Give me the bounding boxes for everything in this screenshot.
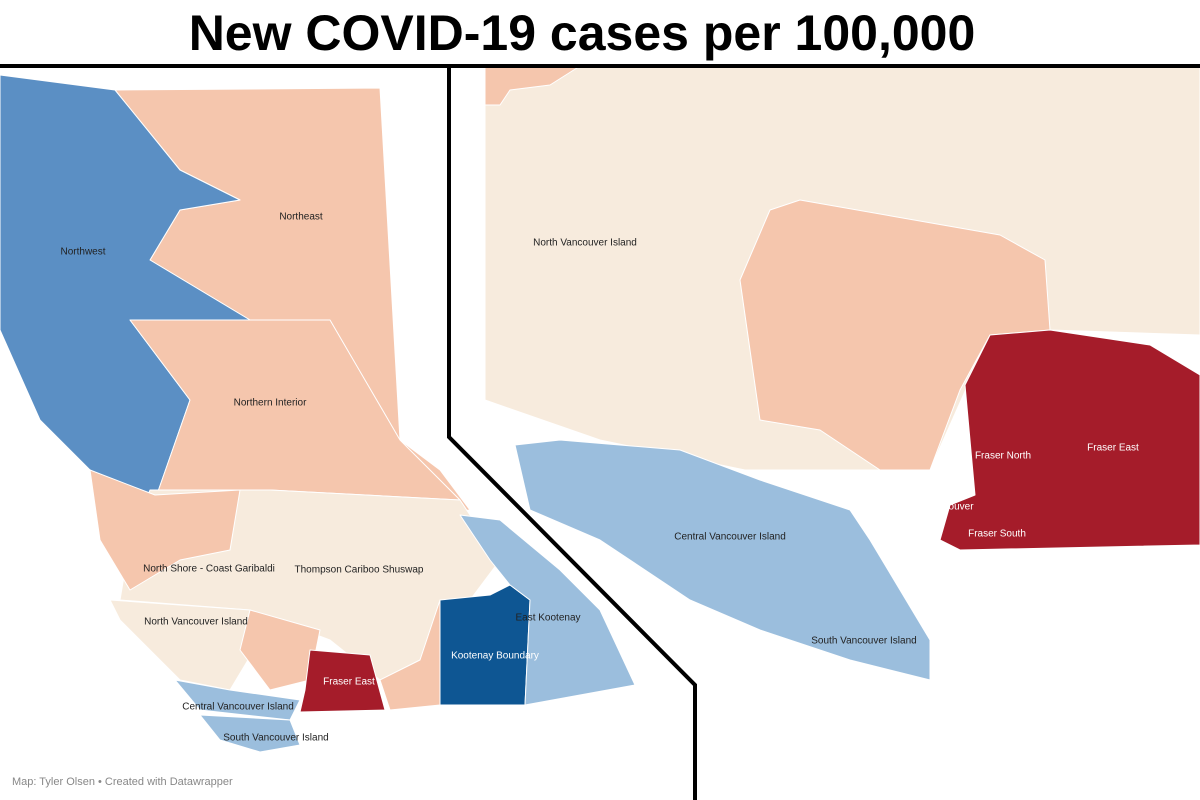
region	[239, 609, 321, 691]
region	[89, 469, 241, 591]
region-label: Vancouver	[926, 502, 974, 513]
region-label: North Shore - Coast Garibaldi	[143, 564, 275, 575]
region-label: Fraser North	[975, 451, 1031, 462]
region-label: Central Vancouver Island	[674, 532, 786, 543]
region-label: South Vancouver Island	[811, 636, 916, 647]
frame-lines	[0, 64, 1200, 800]
region-label: Thompson Cariboo Shuswap	[295, 565, 424, 576]
region-label: North Vancouver Island	[144, 617, 248, 628]
region-label: Northern Interior	[234, 398, 307, 409]
region	[109, 599, 261, 691]
region	[174, 679, 301, 721]
region-label: Northwest	[60, 247, 105, 258]
region-label: East Kootenay	[515, 613, 580, 624]
region-label: Fraser South	[968, 529, 1026, 540]
detail-map: North Vancouver Island Central Vancouver…	[484, 65, 1200, 681]
region-label: Kootenay Boundary	[451, 651, 539, 662]
region-label: North Vancouver Island	[533, 238, 637, 249]
region	[439, 584, 531, 706]
region	[199, 714, 301, 753]
region	[299, 649, 386, 713]
region	[514, 439, 931, 681]
region	[939, 329, 1200, 551]
region-label: Fraser East	[1087, 443, 1139, 454]
credit: Map: Tyler Olsen • Created with Datawrap…	[12, 776, 233, 788]
title: New COVID-19 cases per 100,000	[189, 5, 976, 61]
region-label: Central Vancouver Island	[182, 702, 294, 713]
region	[459, 514, 636, 706]
region-label: Northeast	[279, 212, 323, 223]
overview-map: Northwest Northeast Northern Interior No…	[0, 74, 636, 788]
region	[739, 199, 1051, 471]
region-label: Fraser East	[323, 677, 375, 688]
region-label: South Vancouver Island	[223, 733, 328, 744]
